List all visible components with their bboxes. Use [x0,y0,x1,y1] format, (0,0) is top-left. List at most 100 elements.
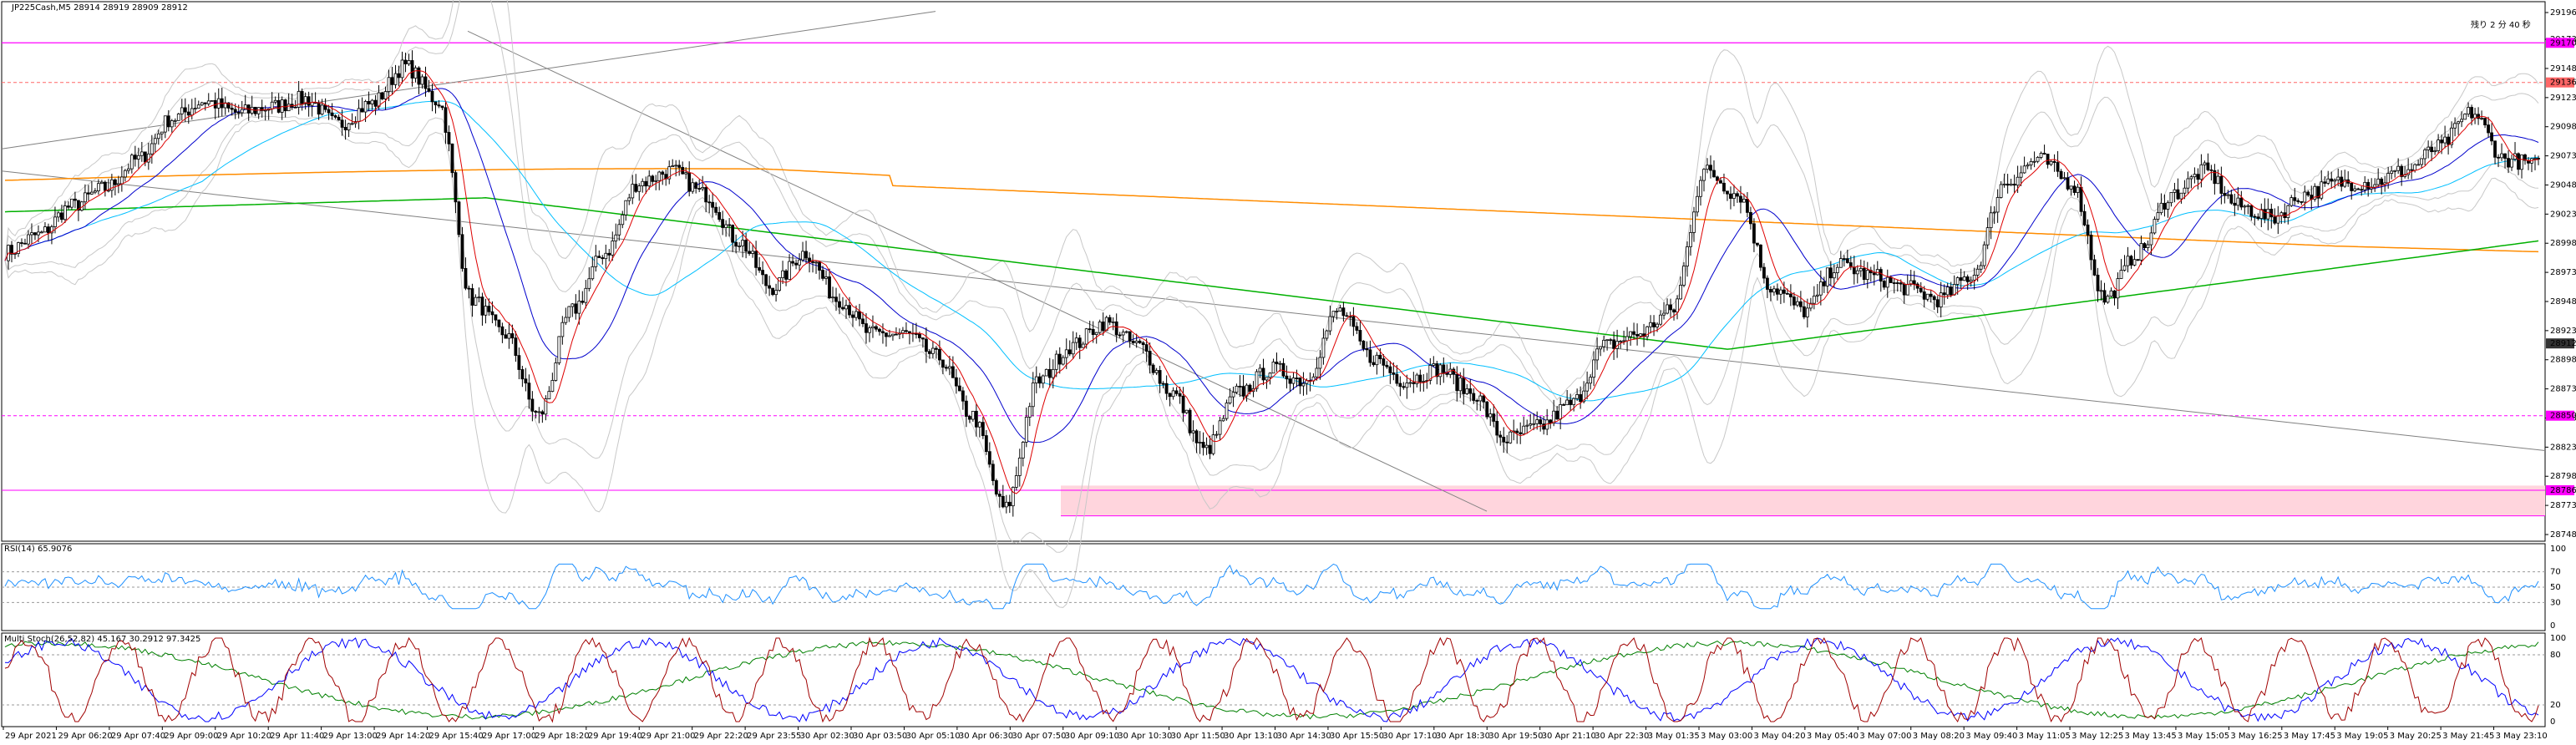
candle-body [781,270,784,278]
candle-body [190,108,194,116]
candle-body [1392,372,1396,375]
candle-body [67,205,70,208]
time-tick-label: 30 Apr 11:50 [1171,732,1225,741]
candle-body [1562,404,1566,406]
candle-body [300,91,304,104]
candle-body [454,172,458,203]
time-tick-label: 29 Apr 06:20 [58,732,112,741]
price-badge-label: 28786 [2550,486,2576,495]
candle-body [601,257,605,260]
stoch-panel[interactable]: 100 80 20 0 [2,634,2566,727]
main-panel[interactable] [1,0,2546,608]
candle-body [1552,410,1556,424]
candle-body [1231,392,1235,398]
candle-body [333,115,337,118]
candle-body [510,333,515,339]
candle-body [2393,170,2397,172]
candle-body [798,259,801,266]
candle-body [260,107,264,111]
candle-body [1515,430,1519,433]
candle-body [287,104,291,112]
candle-body [1465,388,1469,394]
candle-body [754,251,758,268]
candle-body [1064,349,1068,358]
candle-body [931,347,935,354]
candle-body [2470,107,2473,119]
stoch-red-line [4,636,2539,723]
candle-body [1138,340,1142,343]
candle-body [1609,339,1612,342]
candle-body [1422,381,1426,383]
candle-body [2042,153,2046,155]
trend-line [1,170,2546,452]
candle-body [403,59,408,64]
candle-body [2066,177,2070,190]
candle-body [1622,340,1625,342]
candle-body [330,112,334,116]
candle-body [1285,375,1289,380]
candle-body [53,216,57,227]
candle-body [964,400,968,417]
band-upper [4,0,2539,409]
candle-body [804,251,808,259]
candle-body [1101,322,1105,332]
candle-body [1351,316,1356,327]
candle-body [1575,394,1580,399]
candle-body [871,326,875,328]
candle-body [844,305,848,310]
candle-body [2453,123,2457,129]
band-upper [4,0,2539,401]
candle-body [1054,353,1058,370]
candle-body [2447,136,2451,145]
candle-body [1925,293,1929,300]
candle-body [2463,114,2467,120]
candle-body [1939,292,1943,307]
candle-body [1275,361,1279,364]
candle-body [2517,153,2520,170]
candle-body [150,143,154,155]
candle-body [921,337,925,340]
candle-body [1118,334,1122,337]
candle-body [1795,301,1799,306]
candle-body [1268,372,1272,378]
candle-body [2062,177,2066,180]
candle-body [106,190,110,192]
price-tick-label: 28748 [2550,530,2576,540]
rsi-panel[interactable]: 100 70 50 30 0 [2,545,2566,631]
candle-body [824,276,828,279]
candle-body [10,245,13,255]
candle-body [861,318,865,324]
candle-body [1585,383,1590,392]
candle-body [915,333,918,335]
candle-body [1752,223,1756,244]
candle-body [1865,270,1869,281]
candle-body [2249,205,2254,217]
candle-body [2029,160,2033,165]
time-tick-label: 3 May 09:40 [1965,732,2017,741]
candle-body [1818,281,1823,296]
candle-body [1902,283,1906,296]
candle-body [2049,160,2053,165]
candle-body [2269,208,2274,218]
candle-body [410,60,414,79]
candle-body [2243,205,2247,208]
candle-body [547,391,551,399]
candle-body [631,184,635,199]
candle-body [2330,178,2334,182]
candle-body [1572,398,1576,405]
time-tick-label: 30 Apr 05:10 [905,732,960,741]
candle-body [1438,364,1443,378]
candle-body [2116,278,2120,299]
chart-labels: JP225Cash,M5 28914 28919 28909 28912 残り … [4,3,2531,644]
candle-body [1805,307,1809,317]
candle-body [1485,401,1489,418]
candle-body [1204,444,1209,449]
candle-body [109,179,114,191]
candle-body [276,99,281,113]
price-tick-label: 28923 [2550,327,2576,336]
time-tick-label: 29 Apr 15:40 [429,732,484,741]
candle-body [1649,322,1652,327]
candle-body [677,165,682,168]
candle-body [1418,374,1422,383]
candle-body [2206,162,2210,170]
